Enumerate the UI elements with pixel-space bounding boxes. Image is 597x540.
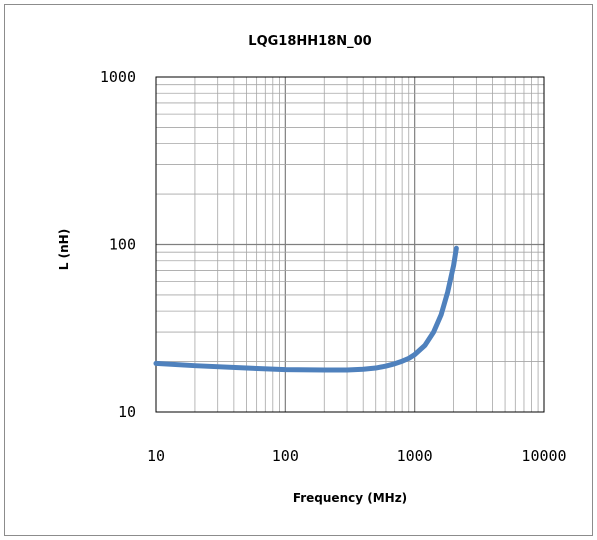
- y-tick-label: 100: [109, 236, 136, 254]
- chart-frame: 10 100 1000 10000 1000 100 10 LQG18HH18N_00 Fr…: [4, 4, 593, 536]
- x-tick-label: 10000: [521, 447, 566, 465]
- inductance-frequency-chart: 10 100 1000 10000 1000 100 10 LQG18HH18N_00 Fr…: [57, 34, 567, 505]
- y-tick-label: 1000: [100, 68, 136, 86]
- y-tick-label: 10: [118, 403, 136, 421]
- chart-title: LQG18HH18N_00: [248, 34, 371, 49]
- series-line-0: [153, 245, 459, 373]
- tick-label-layer: 10 100 1000 10000 1000 100 10: [100, 68, 567, 465]
- x-axis-title: Frequency (MHz): [293, 491, 407, 505]
- x-tick-label: 100: [272, 447, 299, 465]
- y-axis-title: L (nH): [57, 229, 71, 270]
- x-tick-label: 10: [147, 447, 165, 465]
- grid-layer: [156, 77, 544, 412]
- x-tick-label: 1000: [397, 447, 433, 465]
- series-layer: [153, 245, 459, 373]
- plot-area-border: [155, 76, 545, 413]
